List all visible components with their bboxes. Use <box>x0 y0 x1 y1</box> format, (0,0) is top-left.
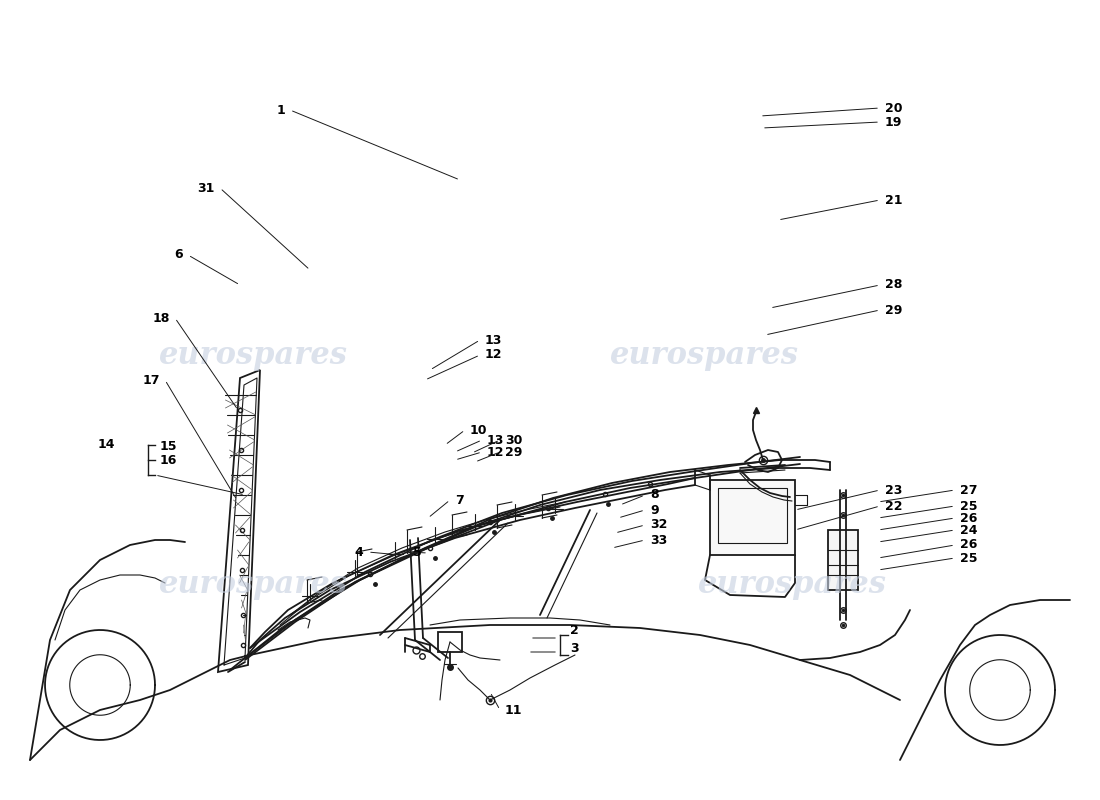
Text: 7: 7 <box>455 494 464 506</box>
Text: 2: 2 <box>570 623 579 637</box>
Text: 20: 20 <box>886 102 902 114</box>
Text: 9: 9 <box>650 503 659 517</box>
Bar <box>710 480 795 555</box>
Text: eurospares: eurospares <box>158 569 348 599</box>
Text: 29: 29 <box>886 303 902 317</box>
Text: 26: 26 <box>960 538 978 551</box>
Text: 12: 12 <box>485 349 503 362</box>
Text: 24: 24 <box>960 523 978 537</box>
Bar <box>438 632 462 652</box>
Text: 25: 25 <box>960 499 978 513</box>
Text: 13: 13 <box>485 334 503 346</box>
Text: 15: 15 <box>160 441 177 454</box>
Text: 18: 18 <box>153 311 170 325</box>
Text: 5: 5 <box>412 546 421 558</box>
Text: 31: 31 <box>198 182 214 194</box>
Text: 4: 4 <box>354 546 363 558</box>
Text: 1: 1 <box>276 103 285 117</box>
Text: 22: 22 <box>886 499 902 513</box>
Text: 12: 12 <box>487 446 505 458</box>
Text: 8: 8 <box>650 489 659 502</box>
Text: 10: 10 <box>470 423 487 437</box>
Text: 19: 19 <box>886 115 902 129</box>
Text: 26: 26 <box>960 511 978 525</box>
Text: 33: 33 <box>650 534 668 546</box>
Text: 23: 23 <box>886 483 902 497</box>
Text: eurospares: eurospares <box>697 569 887 599</box>
Text: 17: 17 <box>143 374 160 386</box>
Text: 11: 11 <box>505 703 522 717</box>
Text: 30: 30 <box>505 434 522 446</box>
Text: 13: 13 <box>487 434 505 446</box>
Text: 3: 3 <box>570 642 579 654</box>
Text: 29: 29 <box>505 446 522 458</box>
Bar <box>718 488 786 543</box>
Text: 6: 6 <box>175 249 183 262</box>
Text: 25: 25 <box>960 551 978 565</box>
Text: eurospares: eurospares <box>609 341 799 371</box>
Text: 14: 14 <box>98 438 116 451</box>
Text: 28: 28 <box>886 278 902 291</box>
Text: eurospares: eurospares <box>158 341 348 371</box>
Bar <box>828 530 858 590</box>
Text: 16: 16 <box>160 454 177 466</box>
Text: 32: 32 <box>650 518 668 531</box>
Text: 21: 21 <box>886 194 902 206</box>
Text: 27: 27 <box>960 483 978 497</box>
